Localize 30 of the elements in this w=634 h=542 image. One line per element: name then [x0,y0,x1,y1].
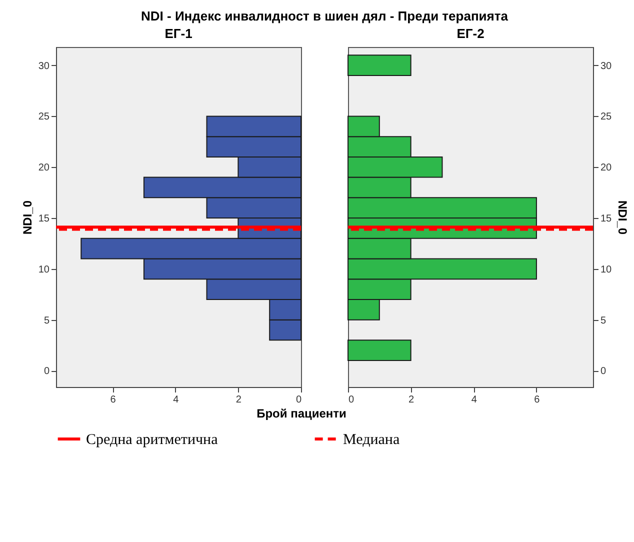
x-tick-label: 0 [296,394,302,406]
y-tick-label: 30 [600,60,612,72]
chart-title: NDI - Индекс инвалидност в шиен дял - Преди терапията [141,8,509,24]
x-tick-label: 0 [348,394,354,406]
y-tick-label: 5 [600,315,606,326]
y-tick-label: 30 [38,60,50,72]
legend-label: Средна аритметична [86,432,218,448]
y-tick-label: 10 [600,264,612,276]
legend-label: Медиана [343,432,400,448]
y-tick-label: 20 [38,162,50,174]
x-tick-label: 2 [408,394,415,406]
y-tick-label: 0 [44,366,50,378]
y-tick-label: 10 [38,264,50,276]
y-tick-label: 25 [38,112,50,123]
y-tick-label: 25 [600,112,612,123]
chart-subtitle: ЕГ-2 [456,26,484,41]
y-axis-title: NDI_0 [616,200,630,235]
x-tick-label: 6 [534,394,540,406]
y-tick-label: 15 [38,214,50,225]
y-axis-title: NDI_0 [20,200,34,235]
y-tick-label: 0 [600,366,606,378]
x-tick-label: 2 [236,394,242,406]
x-tick-label: 4 [173,394,180,406]
y-tick-label: 15 [600,214,612,225]
chart-subtitle: ЕГ-1 [164,26,192,41]
x-axis-title: Брой пациенти [256,406,346,420]
x-tick-label: 6 [110,394,116,406]
y-tick-label: 5 [44,315,50,326]
x-tick-label: 4 [471,394,478,406]
y-tick-label: 20 [600,162,612,174]
